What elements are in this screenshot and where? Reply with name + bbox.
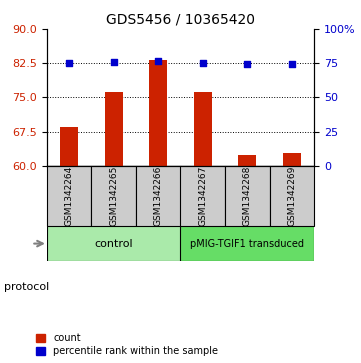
Bar [180,166,225,226]
Legend: count, percentile rank within the sample: count, percentile rank within the sample [34,331,220,358]
Text: GSM1342268: GSM1342268 [243,166,252,226]
Point [111,59,117,65]
Bar [105,92,123,166]
Point [66,60,72,65]
Bar [47,166,91,226]
Bar [60,127,78,166]
Point [200,60,206,65]
Bar [270,166,314,226]
Text: protocol: protocol [4,282,49,292]
Bar [283,154,301,166]
Title: GDS5456 / 10365420: GDS5456 / 10365420 [106,12,255,26]
Text: GSM1342266: GSM1342266 [154,166,163,226]
Text: GSM1342264: GSM1342264 [65,166,74,226]
Text: GSM1342269: GSM1342269 [287,166,296,226]
Bar [149,60,167,166]
Text: GSM1342267: GSM1342267 [198,166,207,226]
Bar [194,92,212,166]
Bar [47,226,180,261]
Bar [136,166,180,226]
Bar [180,226,314,261]
Bar [91,166,136,226]
Point [155,58,161,64]
Text: control: control [95,238,133,249]
Text: pMIG-TGIF1 transduced: pMIG-TGIF1 transduced [190,238,304,249]
Bar [238,155,256,166]
Point [244,61,250,67]
Bar [225,166,270,226]
Point [289,61,295,67]
Text: GSM1342265: GSM1342265 [109,166,118,226]
